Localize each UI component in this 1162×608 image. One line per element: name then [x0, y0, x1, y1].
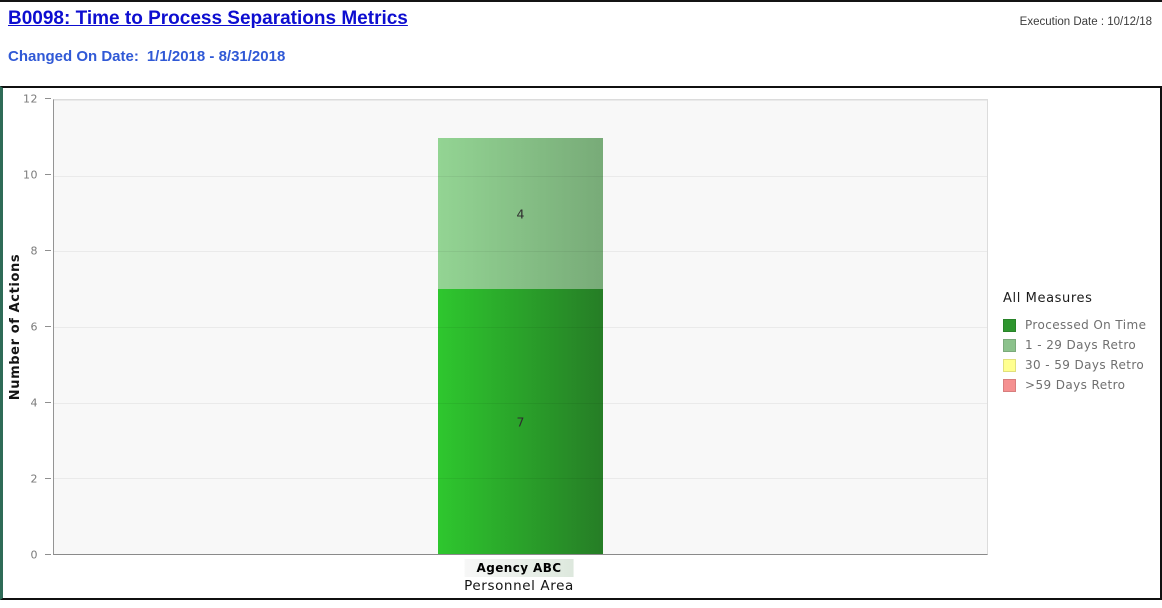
- y-tick-mark-4: [45, 402, 51, 404]
- legend-swatch-icon: [1003, 358, 1016, 372]
- y-tick-mark-10: [45, 174, 51, 175]
- gridline-6: [54, 327, 987, 328]
- legend-item-label: >59 Days Retro: [1025, 378, 1126, 392]
- y-tick-label-6: 6: [30, 320, 38, 334]
- y-tick-mark-6: [45, 326, 51, 327]
- y-tick-mark-8: [45, 250, 51, 252]
- gridline-8: [54, 251, 987, 253]
- legend-item-label: Processed On Time: [1025, 318, 1147, 332]
- y-tick-mark-0: [45, 554, 51, 555]
- y-tick-mark-12: [45, 98, 51, 99]
- bar-segment-value: 7: [516, 414, 525, 430]
- y-tick-label-0: 0: [30, 548, 38, 562]
- bar-segment-processed-on-time[interactable]: 7: [438, 289, 603, 554]
- gridline-2: [54, 478, 987, 480]
- legend-item-30-59-days-retro: 30 - 59 Days Retro: [1003, 355, 1161, 375]
- y-tick-label-2: 2: [30, 472, 38, 486]
- y-tick-label-4: 4: [30, 396, 38, 410]
- gridline-4: [54, 402, 987, 404]
- execution-date: Execution Date : 10/12/18: [1019, 16, 1152, 28]
- report-title-link[interactable]: B0098: Time to Process Separations Metri…: [8, 8, 408, 29]
- legend-item-label: 30 - 59 Days Retro: [1025, 358, 1145, 372]
- gridline-12: [54, 100, 987, 101]
- y-axis-title: Number of Actions: [8, 181, 23, 400]
- y-axis-title-text: Number of Actions: [8, 253, 23, 401]
- legend-item-processed-on-time: Processed On Time: [1003, 315, 1161, 335]
- bar-segment-1-29-days-retro[interactable]: 4: [438, 137, 603, 290]
- changed-on-label: Changed On Date:: [8, 48, 139, 65]
- legend-item-59-days-retro: >59 Days Retro: [1003, 375, 1161, 395]
- legend-swatch-icon: [1003, 338, 1016, 352]
- legend-title: All Measures: [1003, 291, 1093, 306]
- bar-segment-value: 4: [516, 206, 525, 221]
- legend-swatch-icon: [1003, 318, 1016, 332]
- y-tick-label-10: 10: [23, 168, 38, 182]
- gridline-10: [54, 175, 987, 177]
- changed-on-value: 1/1/2018 - 8/31/2018: [146, 48, 286, 65]
- x-axis-title: Personnel Area: [464, 578, 574, 594]
- legend-item-label: 1 - 29 Days Retro: [1025, 338, 1137, 352]
- changed-on-date: Changed On Date: 1/1/2018 - 8/31/2018: [8, 48, 285, 65]
- y-tick-label-8: 8: [30, 244, 38, 258]
- y-tick-mark-2: [45, 478, 51, 480]
- legend-swatch-icon: [1003, 378, 1016, 392]
- legend-items: Processed On Time 1 - 29 Days Retro 30 - 5…: [1003, 315, 1161, 395]
- y-tick-label-12: 12: [23, 92, 38, 106]
- y-axis: 0 2 4 6 8 10 12: [3, 93, 52, 562]
- legend-item-1-29-days-retro: 1 - 29 Days Retro: [1003, 335, 1161, 355]
- legend: All Measures Processed On Time 1 - 29 Day…: [1003, 291, 1161, 395]
- x-tick-agency-abc[interactable]: Agency ABC: [464, 559, 574, 577]
